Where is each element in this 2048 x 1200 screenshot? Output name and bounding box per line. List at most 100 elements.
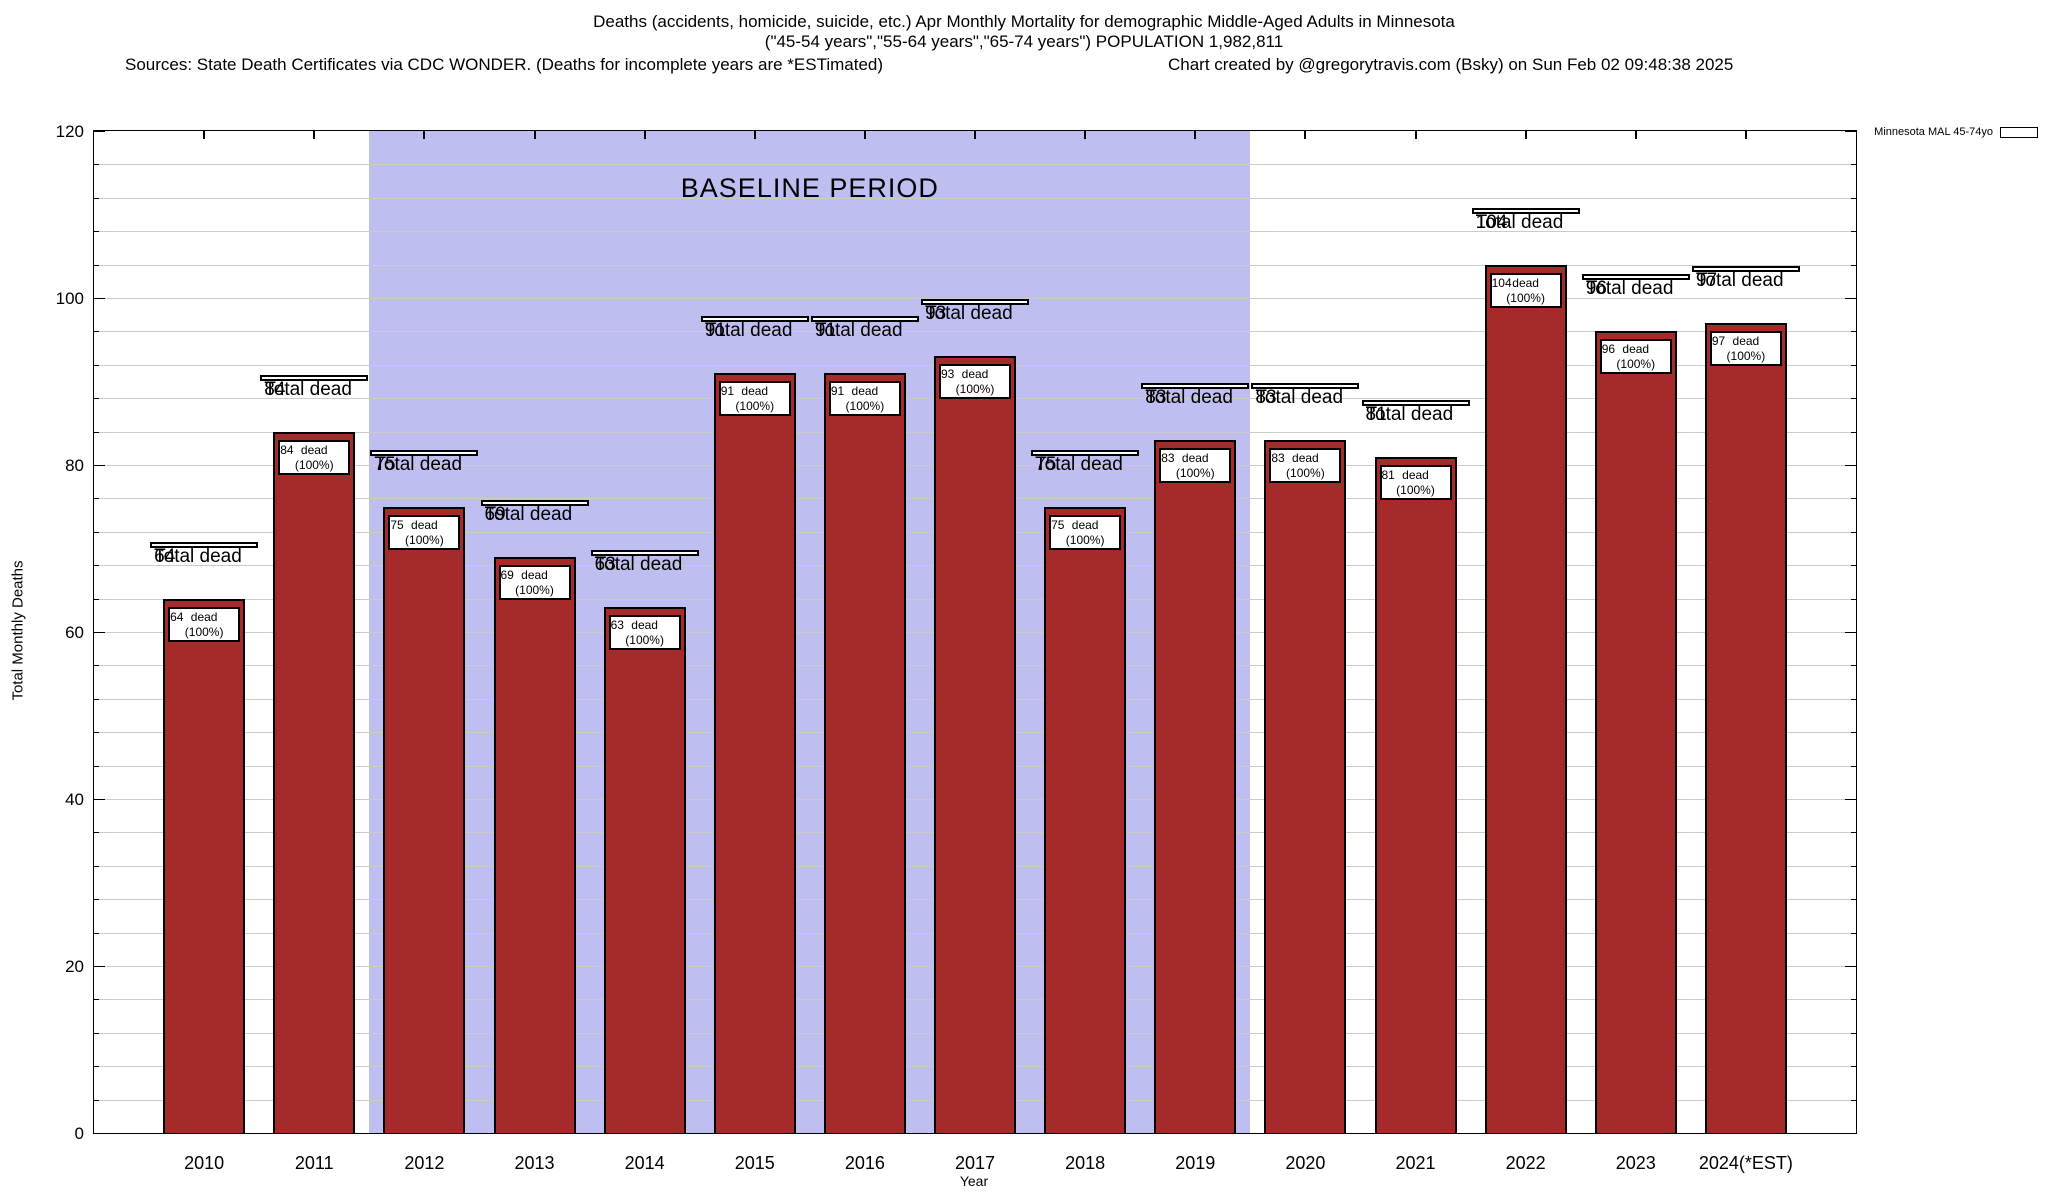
bar-inner-caption: dead (100%) — [1175, 450, 1215, 480]
bar: 63 dead (100%) — [603, 606, 686, 1133]
bar-inner-caption: dead (100%) — [1726, 334, 1766, 364]
y-tick — [1851, 732, 1856, 734]
y-tick — [94, 131, 105, 132]
bar-inner-label: 75 dead (100%) — [388, 514, 461, 550]
y-tick — [1845, 298, 1856, 299]
y-tick — [1845, 966, 1856, 967]
bar-total-caption: Total dead — [1695, 270, 1784, 292]
bar-total-caption: Total dead — [1365, 403, 1454, 425]
y-tick-label: 60 — [65, 623, 84, 642]
y-tick — [1851, 932, 1856, 934]
y-tick — [1851, 531, 1856, 533]
y-tick — [1851, 197, 1856, 199]
y-tick — [1851, 665, 1856, 667]
y-tick-label: 120 — [55, 122, 84, 141]
x2-tick — [203, 131, 206, 139]
x-tick-label: 2024(*EST) — [1698, 1153, 1793, 1173]
bar-total-caption: Total dead — [1255, 386, 1344, 408]
x2-tick — [313, 131, 316, 139]
y-tick — [94, 364, 99, 366]
bar-total-value: 104 — [1475, 211, 1508, 233]
x-tick-label: 2023 — [1615, 1153, 1656, 1173]
bar-inner-label: 97 dead (100%) — [1709, 331, 1782, 367]
bar: 91 dead (100%) — [713, 373, 796, 1133]
x-tick-label: 2012 — [404, 1153, 445, 1173]
sources-note: Sources: State Death Certificates via CD… — [125, 55, 884, 74]
bar-total-label: 84 Total dead — [260, 374, 369, 400]
x-tick-label: 2020 — [1285, 1153, 1326, 1173]
y-tick — [1851, 565, 1856, 567]
gridline — [94, 264, 1856, 266]
bar-total-caption: Total dead — [704, 320, 793, 342]
x-tick-label: 2021 — [1395, 1153, 1436, 1173]
y-tick — [1851, 331, 1856, 333]
bar-total-label: 69 Total dead — [480, 499, 589, 525]
bar-total-caption: Total dead — [264, 378, 352, 400]
bar-total-label: 96 Total dead — [1581, 274, 1690, 299]
bar-inner-caption: dead (100%) — [1065, 517, 1105, 547]
y-tick — [1851, 264, 1856, 266]
bar-inner-value: 91 — [720, 384, 735, 399]
bar-inner-caption: dead (100%) — [294, 442, 334, 472]
y-tick — [1851, 899, 1856, 901]
x-tick-label: 2018 — [1065, 1153, 1106, 1173]
bar-inner-label: 91 dead (100%) — [828, 381, 901, 417]
bar-total-value: 75 — [1035, 453, 1057, 475]
y-tick — [1845, 1133, 1856, 1134]
y-tick — [1851, 1032, 1856, 1034]
bar-total-value: 69 — [484, 503, 506, 525]
bar-total-caption: Total dead — [374, 453, 463, 475]
credit-note: Chart created by @gregorytravis.com (Bsk… — [1168, 55, 1734, 74]
y-tick — [94, 732, 99, 734]
bar-total-value: 84 — [264, 378, 286, 400]
y-tick — [1851, 1099, 1856, 1101]
bar-inner-value: 75 — [1051, 517, 1065, 532]
bar-total-label: 64 Total dead — [150, 541, 259, 567]
bar-total-label: 93 Total dead — [921, 299, 1029, 324]
bar-total-label: 83 Total dead — [1141, 382, 1250, 408]
gridline — [94, 298, 1856, 299]
bar: 84 dead (100%) — [273, 431, 356, 1133]
y-tick — [94, 1133, 105, 1134]
bar-total-value: 97 — [1695, 270, 1718, 292]
y-tick — [94, 932, 99, 934]
bar-inner-caption: dead (100%) — [625, 617, 664, 647]
bar-inner-label: 64 dead (100%) — [168, 606, 241, 642]
bar-total-caption: Total dead — [1475, 211, 1564, 233]
x-axis-title: Year — [959, 1173, 989, 1189]
bar-inner-label: 91 dead (100%) — [718, 381, 791, 417]
x-tick-label: 2010 — [184, 1153, 225, 1173]
y-tick-label: 40 — [65, 790, 84, 809]
y-tick-label: 20 — [65, 957, 84, 976]
bar-inner-value: 97 — [1711, 334, 1726, 349]
bar: 81 dead (100%) — [1374, 456, 1457, 1133]
x2-tick — [863, 131, 866, 139]
y-tick — [94, 765, 99, 767]
bar: 104 dead (100%) — [1484, 264, 1567, 1133]
y-tick — [94, 865, 99, 867]
bar-inner-caption: dead (100%) — [1506, 275, 1545, 305]
bar-inner-caption: dead (100%) — [1286, 450, 1325, 480]
bar: 97 dead (100%) — [1704, 323, 1787, 1133]
y-axis-title: Total Monthly Deaths — [9, 560, 27, 701]
bar: 93 dead (100%) — [934, 356, 1016, 1133]
bar-total-label: 97 Total dead — [1691, 266, 1800, 291]
title-block: Deaths (accidents, homicide, suicide, et… — [0, 12, 2048, 52]
x2-tick — [1084, 131, 1087, 139]
y-tick — [94, 632, 105, 633]
x2-tick — [643, 131, 646, 139]
bar: 91 dead (100%) — [823, 373, 906, 1133]
plot-area: BASELINE PERIOD 0 20 40 60 80 100 120 64 dead (10… — [56, 122, 1857, 1173]
bar-total-caption: Total dead — [484, 503, 573, 525]
x2-tick — [1524, 131, 1527, 139]
x2-tick — [753, 131, 756, 139]
bar-total-value: 91 — [814, 320, 837, 342]
bar: 64 dead (100%) — [163, 598, 246, 1133]
bar-total-label: 81 Total dead — [1361, 399, 1470, 425]
bar-inner-label: 93 dead (100%) — [939, 364, 1011, 400]
legend-label: Minnesota MAL 45-74yo — [1874, 126, 1993, 138]
bar-total-label: 91 Total dead — [810, 316, 919, 341]
bar-total-caption: Total dead — [154, 545, 242, 567]
bar: 69 dead (100%) — [493, 556, 576, 1133]
chart-subtitle: ("45-54 years","55-64 years","65-74 year… — [764, 32, 1284, 51]
